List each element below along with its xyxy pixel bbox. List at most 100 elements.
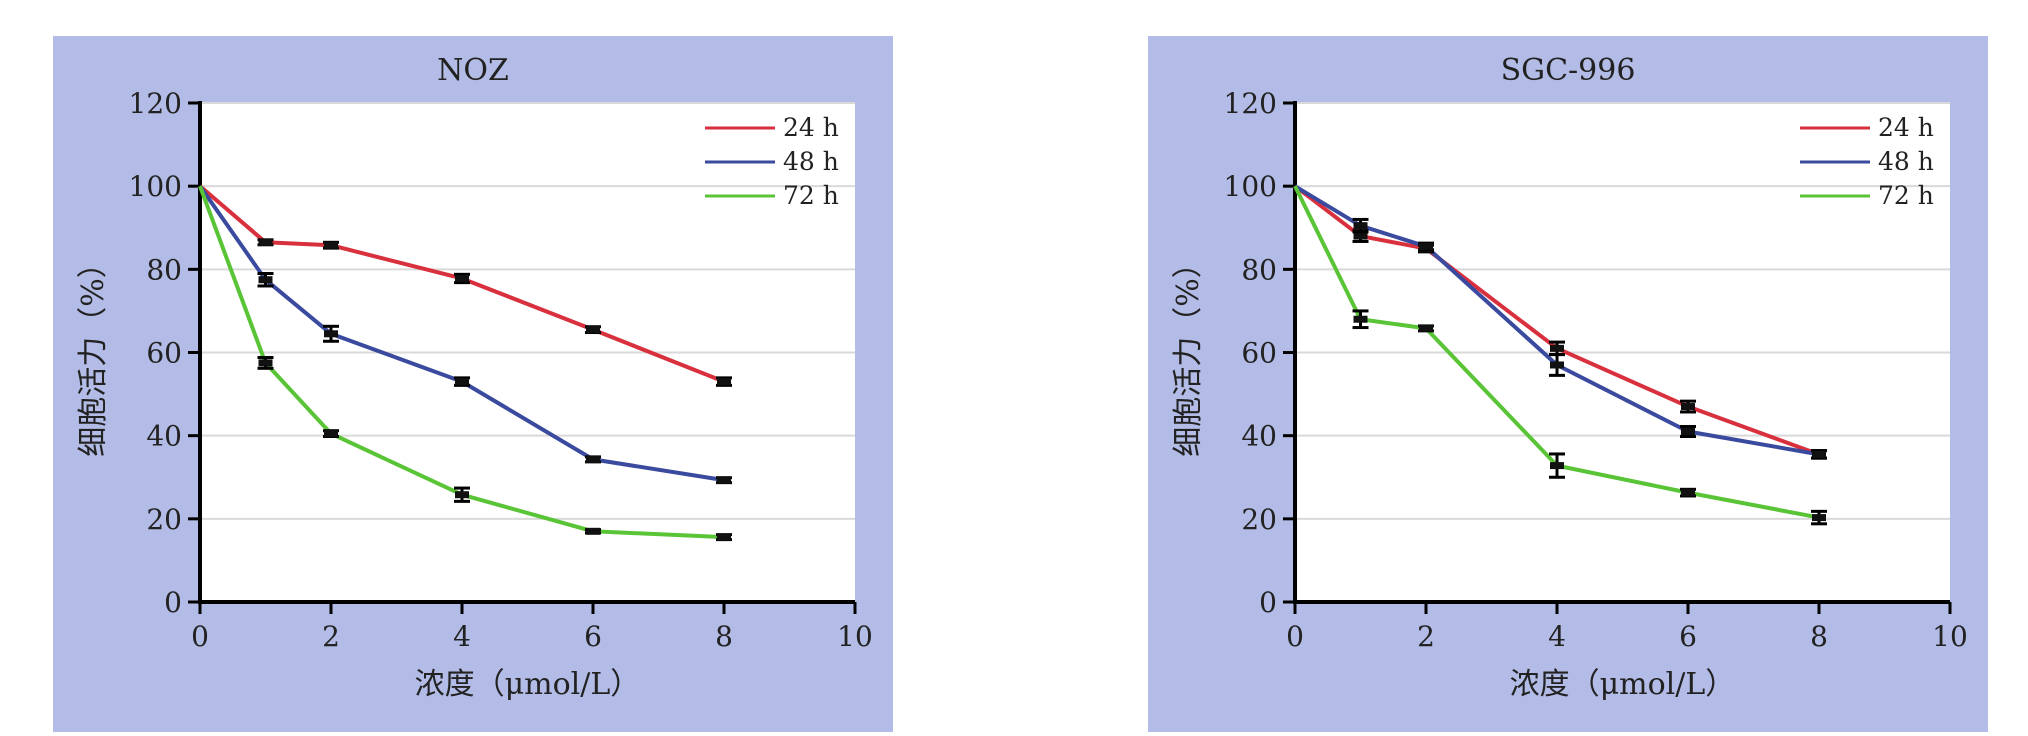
chart-title: NOZ (437, 53, 509, 88)
x-tick-label: 0 (191, 620, 209, 653)
legend-item: 72 h (1800, 181, 1934, 210)
data-marker (258, 359, 273, 367)
data-marker (586, 527, 600, 535)
data-point (585, 455, 601, 464)
data-point (323, 240, 339, 250)
chart-panel-2: SGC-996 0 20 40 60 80 100 120 0 2 4 6 8 10 浓度（μmol/L） 细… (1148, 36, 1988, 732)
data-marker (324, 330, 338, 338)
data-marker (1681, 403, 1695, 411)
data-point (585, 527, 601, 535)
x-tick-label: 6 (1679, 620, 1697, 653)
x-tick-label: 2 (322, 620, 340, 653)
data-marker (455, 491, 469, 499)
data-marker (258, 276, 273, 284)
data-point (716, 533, 732, 542)
y-tick-label: 40 (146, 420, 182, 453)
series-line-48h (1293, 184, 1820, 457)
y-tick-label: 80 (146, 253, 182, 286)
y-tick-label: 100 (1224, 170, 1277, 203)
legend-label: 24 h (783, 113, 839, 142)
data-point (1811, 449, 1827, 460)
legend-label: 48 h (783, 147, 839, 176)
y-tick-label: 120 (1224, 87, 1277, 120)
series-line-72h (1293, 185, 1820, 520)
data-point (1352, 309, 1369, 330)
x-axis-label: 浓度（μmol/L） (415, 667, 641, 702)
y-tick-label: 120 (129, 87, 182, 120)
data-marker (717, 533, 731, 541)
data-marker (455, 378, 469, 386)
data-point (257, 238, 274, 247)
data-marker (258, 238, 273, 246)
chart-title: SGC-996 (1501, 53, 1636, 88)
chart-panel-1: NOZ 0 20 40 60 80 100 120 0 2 4 6 8 10 浓度（μmol/L） 细胞活力（… (53, 36, 893, 732)
x-tick-label: 0 (1286, 620, 1304, 653)
x-tick-label: 8 (1810, 620, 1828, 653)
y-tick-label: 40 (1241, 420, 1277, 453)
data-point (1418, 324, 1434, 333)
data-marker (586, 326, 600, 334)
legend-item: 24 h (705, 113, 839, 142)
x-tick-label: 10 (837, 620, 873, 653)
y-tick-label: 100 (129, 170, 182, 203)
data-point (1680, 399, 1696, 414)
data-point (257, 271, 274, 288)
series-line-24h (1293, 184, 1820, 457)
legend-label: 72 h (783, 181, 839, 210)
data-marker (586, 455, 600, 463)
data-point (716, 476, 732, 485)
data-point (1352, 217, 1369, 234)
y-tick-label: 0 (164, 586, 182, 619)
data-marker (1550, 344, 1564, 352)
legend-label: 72 h (1878, 181, 1934, 210)
x-tick-label: 10 (1932, 620, 1968, 653)
data-point (1680, 487, 1696, 498)
data-marker (455, 274, 469, 282)
y-tick-label: 60 (146, 337, 182, 370)
data-point (1549, 452, 1565, 479)
y-tick-label: 60 (1241, 337, 1277, 370)
data-point (257, 355, 274, 370)
series-line-48h (198, 185, 725, 483)
x-tick-label: 4 (1548, 620, 1566, 653)
legend-item: 48 h (705, 147, 839, 176)
data-marker (1681, 428, 1695, 436)
y-axis-label: 细胞活力（%） (76, 248, 111, 457)
x-tick-label: 2 (1417, 620, 1435, 653)
series-line-24h (198, 184, 725, 384)
data-marker (1681, 489, 1695, 497)
data-marker (1353, 315, 1368, 323)
data-marker (324, 241, 338, 249)
data-marker (1419, 242, 1433, 250)
data-marker (1812, 450, 1826, 458)
data-point (454, 376, 470, 387)
data-point (1811, 509, 1827, 526)
data-point (454, 272, 470, 285)
x-axis-label: 浓度（μmol/L） (1510, 667, 1736, 702)
legend-item: 48 h (1800, 147, 1934, 176)
data-point (1418, 241, 1434, 252)
data-point (323, 324, 339, 343)
data-marker (1550, 361, 1564, 369)
data-marker (1419, 324, 1433, 332)
data-marker (1353, 232, 1368, 240)
data-marker (1353, 222, 1368, 230)
data-point (716, 376, 732, 387)
legend-item: 24 h (1800, 113, 1934, 142)
x-tick-label: 6 (584, 620, 602, 653)
x-tick-label: 4 (453, 620, 471, 653)
legend-label: 48 h (1878, 147, 1934, 176)
y-axis-label: 细胞活力（%） (1171, 248, 1206, 457)
legend-label: 24 h (1878, 113, 1934, 142)
legend-item: 72 h (705, 181, 839, 210)
y-tick-label: 80 (1241, 253, 1277, 286)
data-marker (1812, 514, 1826, 522)
data-marker (717, 378, 731, 386)
data-point (323, 429, 339, 438)
y-tick-label: 20 (1241, 503, 1277, 536)
data-marker (324, 430, 338, 438)
data-marker (1550, 462, 1564, 470)
data-point (585, 325, 601, 335)
data-point (454, 486, 470, 503)
